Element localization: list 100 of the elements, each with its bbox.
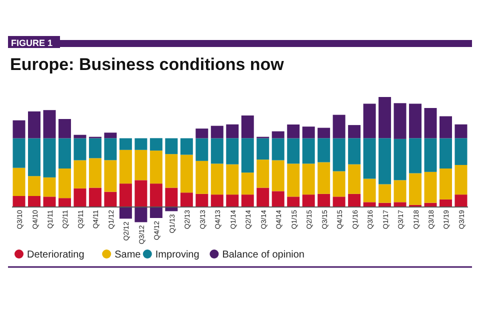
bar xyxy=(74,134,86,138)
bar xyxy=(165,138,178,154)
bar xyxy=(28,111,40,138)
bar xyxy=(58,168,71,198)
bar xyxy=(104,160,117,192)
bar xyxy=(241,115,254,138)
bar xyxy=(226,138,239,164)
bar xyxy=(88,158,102,188)
bar xyxy=(210,194,224,207)
bar xyxy=(196,194,208,207)
bar xyxy=(409,173,422,205)
bar xyxy=(210,126,224,138)
bar xyxy=(332,114,346,138)
bar xyxy=(134,207,148,222)
bar xyxy=(134,150,148,180)
bar xyxy=(272,160,284,192)
bar xyxy=(241,138,254,173)
bar xyxy=(196,138,208,161)
bar xyxy=(394,103,406,139)
bar xyxy=(88,138,102,158)
bar xyxy=(302,164,315,195)
bar xyxy=(454,138,468,165)
bar xyxy=(58,198,71,207)
bar xyxy=(318,162,330,194)
bar xyxy=(150,150,162,184)
legend-label: Balance of opinion xyxy=(222,250,304,260)
bar xyxy=(440,199,452,207)
bar xyxy=(440,168,452,200)
bar xyxy=(378,184,392,203)
bar xyxy=(363,178,376,202)
bar xyxy=(363,138,376,179)
bar xyxy=(332,196,346,207)
bar xyxy=(58,138,71,168)
caption: FIGURE 1 xyxy=(11,38,53,48)
bar xyxy=(88,188,102,207)
bar xyxy=(43,110,56,138)
bar xyxy=(348,125,361,138)
bar xyxy=(226,124,239,138)
bar xyxy=(12,168,26,196)
bar xyxy=(348,138,361,164)
bar xyxy=(394,138,406,180)
bar xyxy=(302,126,315,138)
bar xyxy=(28,138,40,176)
bar xyxy=(378,138,392,184)
bar xyxy=(318,194,330,207)
bar xyxy=(378,97,392,138)
bar xyxy=(119,150,132,184)
bar xyxy=(12,120,26,138)
bar xyxy=(302,138,315,164)
bar xyxy=(454,194,468,207)
bar xyxy=(440,138,452,168)
bar xyxy=(58,119,71,138)
bar xyxy=(150,207,162,218)
bar xyxy=(210,138,224,164)
bar xyxy=(256,160,270,188)
bar xyxy=(43,196,56,207)
bar xyxy=(180,138,193,155)
bar xyxy=(180,154,193,193)
bar xyxy=(424,172,437,203)
bar xyxy=(104,138,117,160)
bar xyxy=(302,194,315,207)
bar xyxy=(43,177,56,197)
bar xyxy=(272,138,284,160)
bar xyxy=(196,128,208,138)
legend-label: Same xyxy=(114,250,142,260)
bar xyxy=(28,196,40,207)
bar xyxy=(104,132,117,138)
bar xyxy=(363,202,376,207)
legend-label: Improving xyxy=(155,250,200,260)
bar xyxy=(454,164,468,195)
bar xyxy=(241,194,254,207)
bar xyxy=(134,138,148,150)
bar xyxy=(119,207,132,219)
legend-label: Deteriorating xyxy=(27,250,84,260)
bar xyxy=(210,164,224,195)
bar xyxy=(150,184,162,207)
bar xyxy=(226,194,239,207)
bar xyxy=(12,196,26,207)
bar xyxy=(28,176,40,196)
bar xyxy=(287,164,300,197)
bar xyxy=(424,108,437,138)
bar xyxy=(256,188,270,207)
bar xyxy=(363,104,376,138)
bar xyxy=(424,138,437,172)
bar xyxy=(394,202,406,207)
bar xyxy=(180,192,193,207)
bar xyxy=(74,138,86,160)
bar xyxy=(104,192,117,207)
bar xyxy=(440,116,452,138)
bar xyxy=(74,160,86,188)
bar xyxy=(119,184,132,207)
bar xyxy=(409,138,422,174)
bar xyxy=(74,188,86,207)
bar xyxy=(272,191,284,207)
bar xyxy=(134,180,148,207)
bar xyxy=(394,180,406,202)
bar xyxy=(165,154,178,188)
bar xyxy=(272,131,284,138)
bar xyxy=(348,164,361,194)
bar xyxy=(12,138,26,168)
